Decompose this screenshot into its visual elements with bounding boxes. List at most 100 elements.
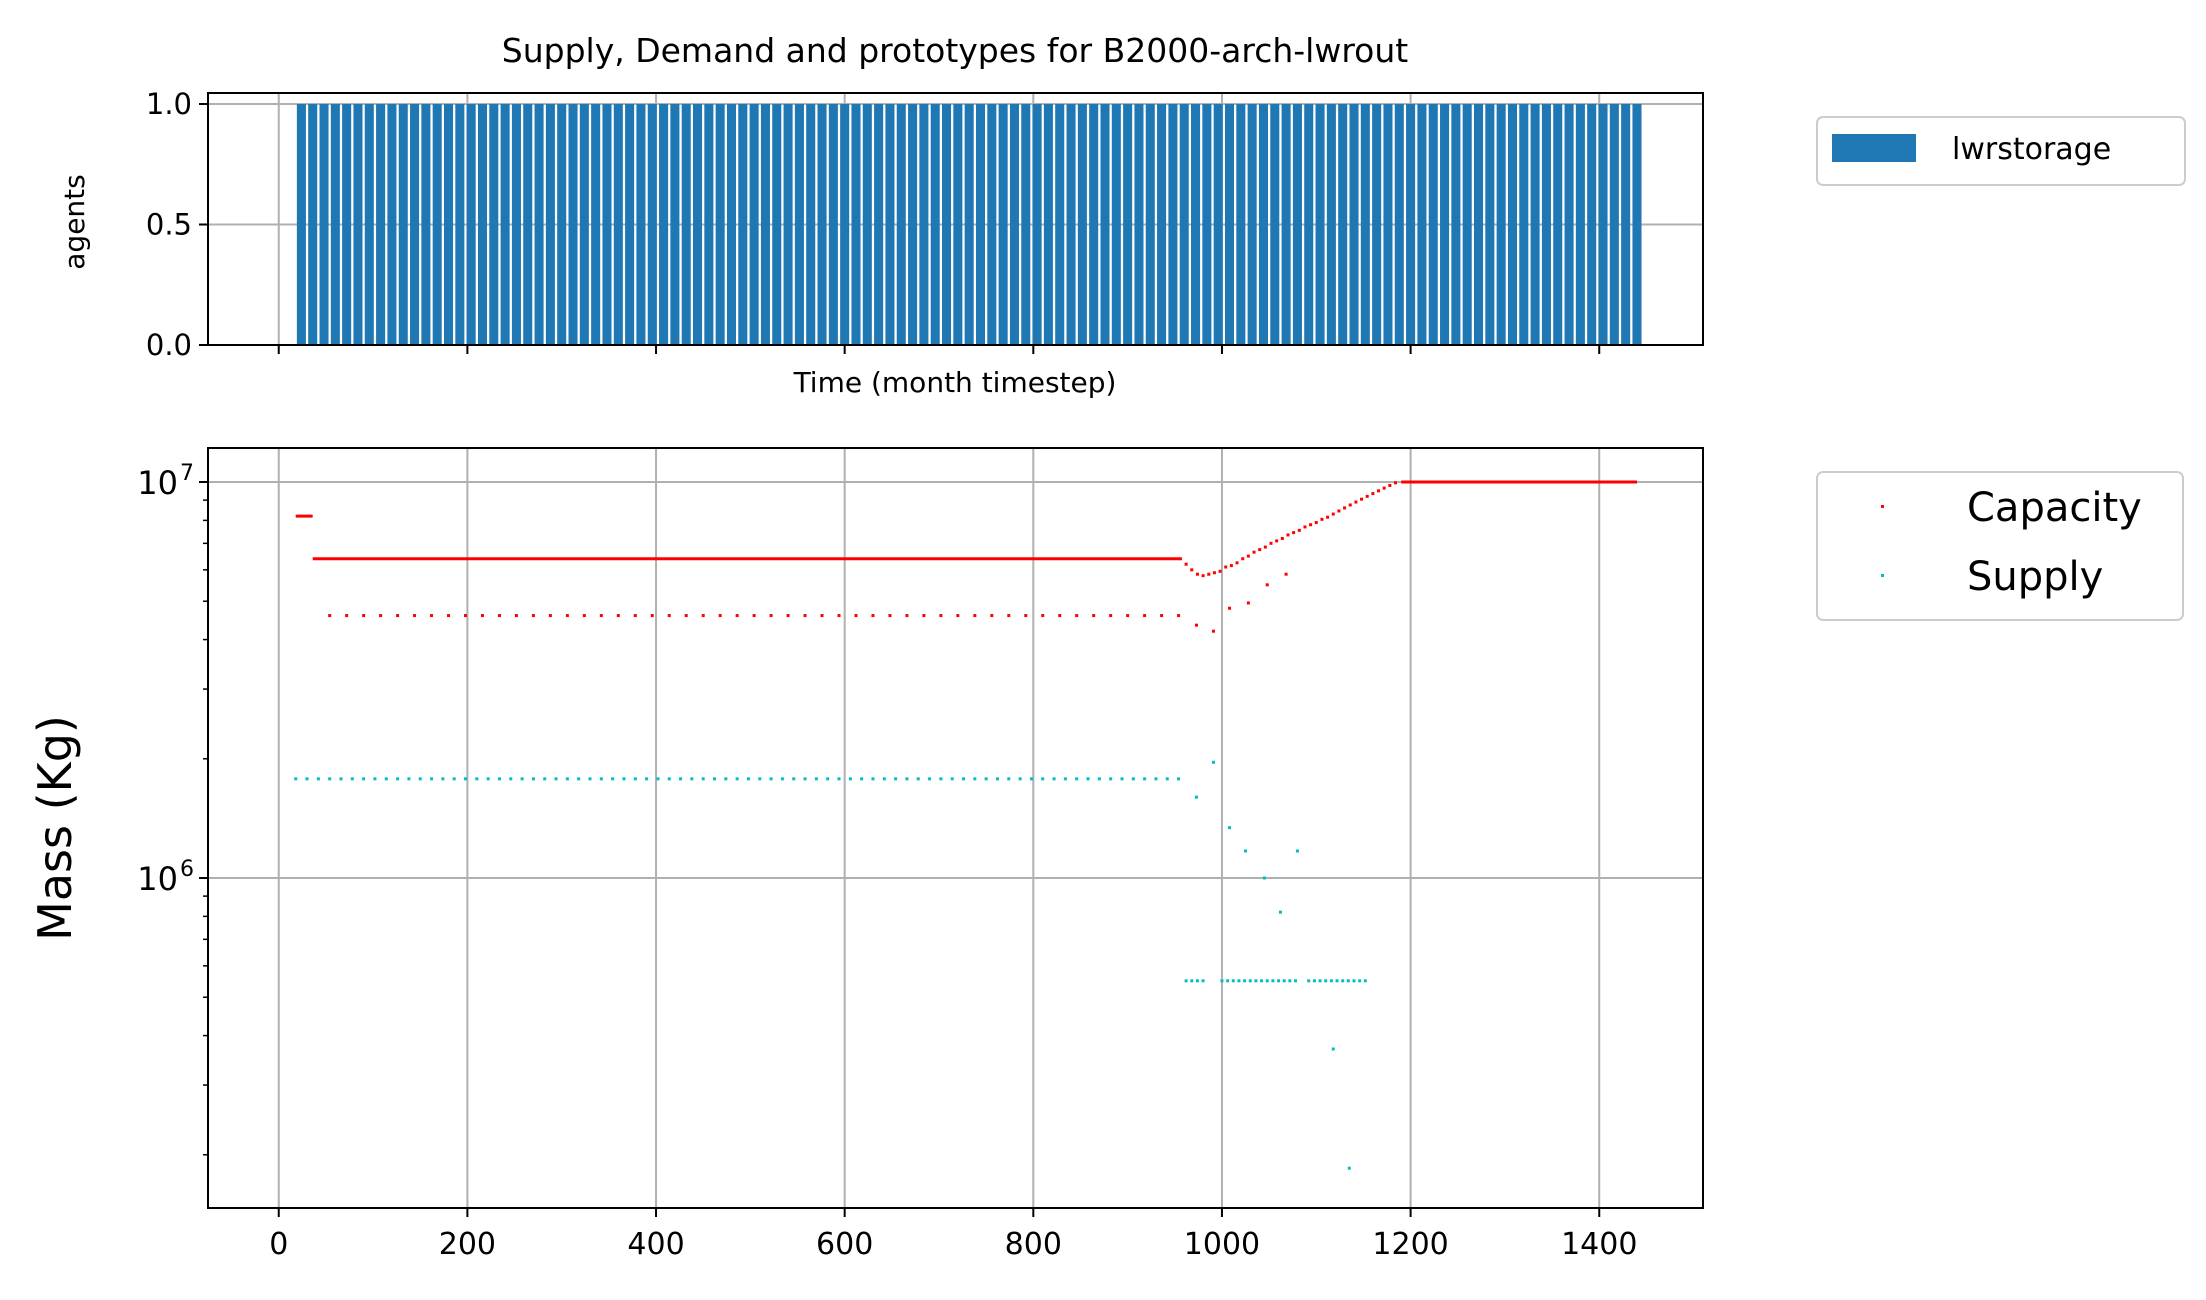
supply-point <box>430 777 434 781</box>
capacity-point <box>1252 550 1256 554</box>
capacity-point <box>667 614 671 618</box>
supply-point <box>995 777 999 781</box>
bar <box>296 104 306 345</box>
supply-point <box>531 777 535 781</box>
capacity-point <box>837 614 841 618</box>
supply-point <box>1211 760 1215 764</box>
supply-point <box>373 777 377 781</box>
supply-point <box>735 777 739 781</box>
capacity-point <box>752 614 756 618</box>
capacity-point <box>1190 568 1194 572</box>
supply-point <box>463 777 467 781</box>
bar <box>817 104 827 345</box>
bar <box>489 104 499 345</box>
bottom-x-tick-label: 600 <box>816 1227 873 1262</box>
bar <box>693 104 703 345</box>
supply-point <box>1347 1166 1351 1170</box>
bar <box>1168 104 1178 345</box>
bar <box>477 104 488 345</box>
bar <box>715 104 725 345</box>
capacity-point <box>1286 533 1290 537</box>
legend-marker-capacity <box>1881 505 1884 508</box>
supply-point <box>543 777 547 781</box>
top-y-tick-label: 0.0 <box>146 328 192 362</box>
bar <box>613 104 623 345</box>
capacity-point <box>1284 572 1288 576</box>
supply-point <box>294 777 298 781</box>
capacity-point <box>1354 500 1358 504</box>
bottom-series <box>294 480 1637 1170</box>
capacity-point <box>1195 572 1199 576</box>
supply-point <box>656 777 660 781</box>
bar <box>1281 104 1291 345</box>
supply-point <box>1165 777 1169 781</box>
capacity-point <box>1160 614 1164 618</box>
supply-point <box>418 777 422 781</box>
bar <box>975 104 986 345</box>
bar <box>545 104 555 345</box>
supply-point <box>1244 849 1248 853</box>
supply-point <box>1262 876 1266 880</box>
capacity-point <box>990 614 994 618</box>
supply-point <box>1086 777 1090 781</box>
capacity-point <box>379 614 383 618</box>
capacity-point <box>1320 517 1324 521</box>
supply-point <box>1231 979 1235 983</box>
bar <box>1134 104 1144 345</box>
supply-point <box>1329 979 1333 983</box>
bar <box>896 104 906 345</box>
bottom-gridlines <box>208 448 1703 1208</box>
bar <box>557 104 567 345</box>
supply-point <box>1177 777 1181 781</box>
bar <box>1473 104 1484 345</box>
bottom-x-tick-label: 200 <box>439 1227 496 1262</box>
supply-point <box>1120 777 1124 781</box>
bar <box>1632 104 1642 345</box>
capacity-point <box>820 614 824 618</box>
capacity-point <box>565 614 569 618</box>
bar <box>908 104 918 345</box>
supply-point <box>588 777 592 781</box>
supply-point <box>1324 979 1328 983</box>
bar <box>1270 104 1280 345</box>
supply-point <box>928 777 932 781</box>
bar <box>421 104 431 345</box>
supply-point <box>441 777 445 781</box>
bar <box>466 104 476 345</box>
supply-point <box>1029 777 1033 781</box>
capacity-point <box>1184 562 1188 566</box>
bar <box>1406 104 1416 345</box>
bar <box>1598 104 1608 345</box>
bottom-legend: Capacity Supply <box>1816 471 2184 621</box>
capacity-point <box>1309 523 1313 527</box>
capacity-point <box>1241 557 1245 561</box>
capacity-point <box>1075 614 1079 618</box>
bar <box>376 104 386 345</box>
bar <box>670 104 680 345</box>
top-y-tick-label: 1.0 <box>146 87 192 121</box>
capacity-point <box>1269 541 1273 545</box>
capacity-point <box>345 614 349 618</box>
supply-point <box>554 777 558 781</box>
supply-point <box>1194 795 1198 799</box>
supply-point <box>486 777 490 781</box>
capacity-point <box>430 614 434 618</box>
supply-point <box>1075 777 1079 781</box>
capacity-point <box>905 614 909 618</box>
bar <box>1009 104 1019 345</box>
capacity-point <box>1360 497 1364 501</box>
capacity-point <box>1201 574 1205 578</box>
supply-point <box>1097 777 1101 781</box>
supply-point <box>1041 777 1045 781</box>
bar <box>681 104 691 345</box>
supply-point <box>1341 979 1345 983</box>
capacity-point <box>480 614 484 618</box>
supply-point <box>780 777 784 781</box>
bar <box>432 104 442 345</box>
bar <box>308 104 318 345</box>
bar <box>443 104 454 345</box>
capacity-point <box>973 614 977 618</box>
bottom-y-axis-label: Mass (Kg) <box>28 715 82 941</box>
capacity-point <box>854 614 858 618</box>
supply-point <box>1352 979 1356 983</box>
